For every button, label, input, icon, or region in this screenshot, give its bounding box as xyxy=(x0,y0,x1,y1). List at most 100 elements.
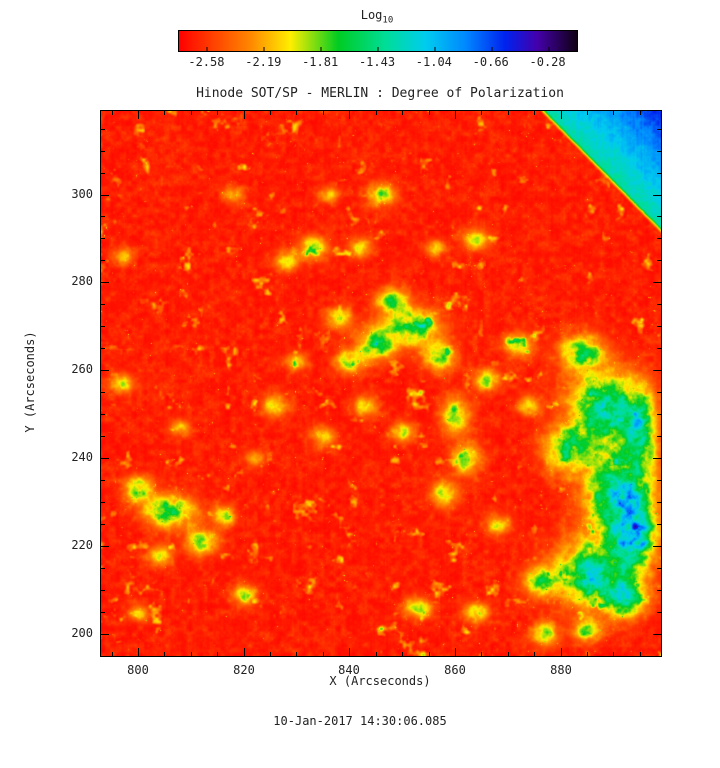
axis-tick xyxy=(534,652,535,656)
colorbar-tick-label: -2.19 xyxy=(245,55,282,69)
axis-tick xyxy=(101,348,105,349)
axis-tick xyxy=(534,111,535,115)
axis-tick xyxy=(376,652,377,656)
axis-tick xyxy=(657,524,661,525)
axis-tick xyxy=(244,111,245,119)
axis-tick xyxy=(101,480,105,481)
plot-area: 800 820 840 860 880 200 220 240 260 280 300 xyxy=(71,110,662,677)
axis-tick xyxy=(323,111,324,115)
axis-tick xyxy=(112,652,113,656)
axis-tick xyxy=(657,436,661,437)
axis-tick xyxy=(402,111,403,115)
x-tick-label: 820 xyxy=(233,663,255,677)
axis-tick xyxy=(657,348,661,349)
colorbar-title: Log10 xyxy=(178,8,576,25)
axis-tick xyxy=(217,652,218,656)
axis-tick xyxy=(657,151,661,152)
y-tick-label: 200 xyxy=(71,626,93,640)
axis-tick xyxy=(270,111,271,115)
y-tick-label: 300 xyxy=(71,187,93,201)
axis-tick xyxy=(138,648,139,656)
axis-tick xyxy=(101,260,105,261)
axis-tick xyxy=(101,590,105,591)
axis-tick xyxy=(561,111,562,119)
colorbar-tick xyxy=(491,47,493,51)
axis-tick xyxy=(657,656,661,657)
axis-tick xyxy=(657,568,661,569)
y-tick-label: 220 xyxy=(71,538,93,552)
axis-tick xyxy=(270,652,271,656)
axis-tick xyxy=(349,648,350,656)
axis-tick xyxy=(101,282,109,283)
axis-tick xyxy=(657,216,661,217)
axis-tick xyxy=(101,612,105,613)
axis-tick xyxy=(101,370,109,371)
colorbar-gradient xyxy=(178,30,578,52)
colorbar-ticks: -2.58 -2.19 -1.81 -1.43 -1.04 -0.66 -0.28 xyxy=(178,55,576,71)
x-tick-label: 800 xyxy=(127,663,149,677)
colorbar-title-subscript: 10 xyxy=(382,15,394,26)
axis-tick xyxy=(657,590,661,591)
axis-tick xyxy=(653,458,661,459)
x-axis-title: X (Arcseconds) xyxy=(329,674,431,688)
axis-tick xyxy=(653,546,661,547)
axis-tick xyxy=(101,458,109,459)
axis-tick xyxy=(481,111,482,115)
axis-tick xyxy=(191,652,192,656)
axis-tick xyxy=(508,652,509,656)
footer-timestamp: 10-Jan-2017 14:30:06.085 xyxy=(273,714,447,728)
axis-tick xyxy=(376,111,377,115)
axis-tick xyxy=(296,652,297,656)
plot-title: Hinode SOT/SP - MERLIN : Degree of Polar… xyxy=(196,86,564,101)
colorbar-tick-label: -0.28 xyxy=(529,55,566,69)
axis-tick xyxy=(613,111,614,115)
colorbar-tick-label: -2.58 xyxy=(188,55,225,69)
axis-tick xyxy=(640,652,641,656)
axis-tick xyxy=(101,326,105,327)
axis-tick xyxy=(640,111,641,115)
axis-tick xyxy=(561,648,562,656)
axis-tick xyxy=(217,111,218,115)
axis-tick xyxy=(101,129,105,130)
colorbar-tick-label: -1.04 xyxy=(415,55,452,69)
axis-tick xyxy=(101,414,105,415)
axis-tick xyxy=(402,652,403,656)
axis-tick xyxy=(101,502,105,503)
axis-tick xyxy=(657,392,661,393)
x-tick-label: 880 xyxy=(550,663,572,677)
axis-tick xyxy=(657,414,661,415)
axis-tick xyxy=(653,195,661,196)
axis-tick xyxy=(101,436,105,437)
axis-tick xyxy=(101,238,105,239)
colorbar-tick-label: -1.43 xyxy=(358,55,396,69)
colorbar-title-text: Log xyxy=(360,8,383,22)
axis-tick xyxy=(657,612,661,613)
axis-tick xyxy=(244,648,245,656)
axis-tick xyxy=(101,656,105,657)
axis-tick xyxy=(349,111,350,119)
colorbar-tick xyxy=(206,47,208,51)
axis-tick xyxy=(613,652,614,656)
axis-tick xyxy=(481,652,482,656)
axis-tick xyxy=(296,111,297,115)
axis-tick xyxy=(653,282,661,283)
axis-tick xyxy=(101,524,105,525)
axis-tick xyxy=(455,648,456,656)
axis-tick xyxy=(101,546,109,547)
axis-tick xyxy=(587,652,588,656)
colorbar-tick xyxy=(320,47,322,51)
axis-tick xyxy=(429,652,430,656)
axis-tick xyxy=(101,392,105,393)
y-axis-title: Y (Arcseconds) xyxy=(23,331,37,433)
axis-tick xyxy=(101,634,109,635)
axis-tick xyxy=(164,652,165,656)
axis-tick xyxy=(657,304,661,305)
axis-tick xyxy=(191,111,192,115)
x-tick-label: 840 xyxy=(338,663,360,677)
axis-tick xyxy=(657,326,661,327)
axis-tick xyxy=(101,216,105,217)
colorbar-tick xyxy=(377,47,379,51)
axis-tick xyxy=(657,260,661,261)
x-tick-label: 860 xyxy=(444,663,466,677)
y-tick-label: 240 xyxy=(71,450,93,464)
